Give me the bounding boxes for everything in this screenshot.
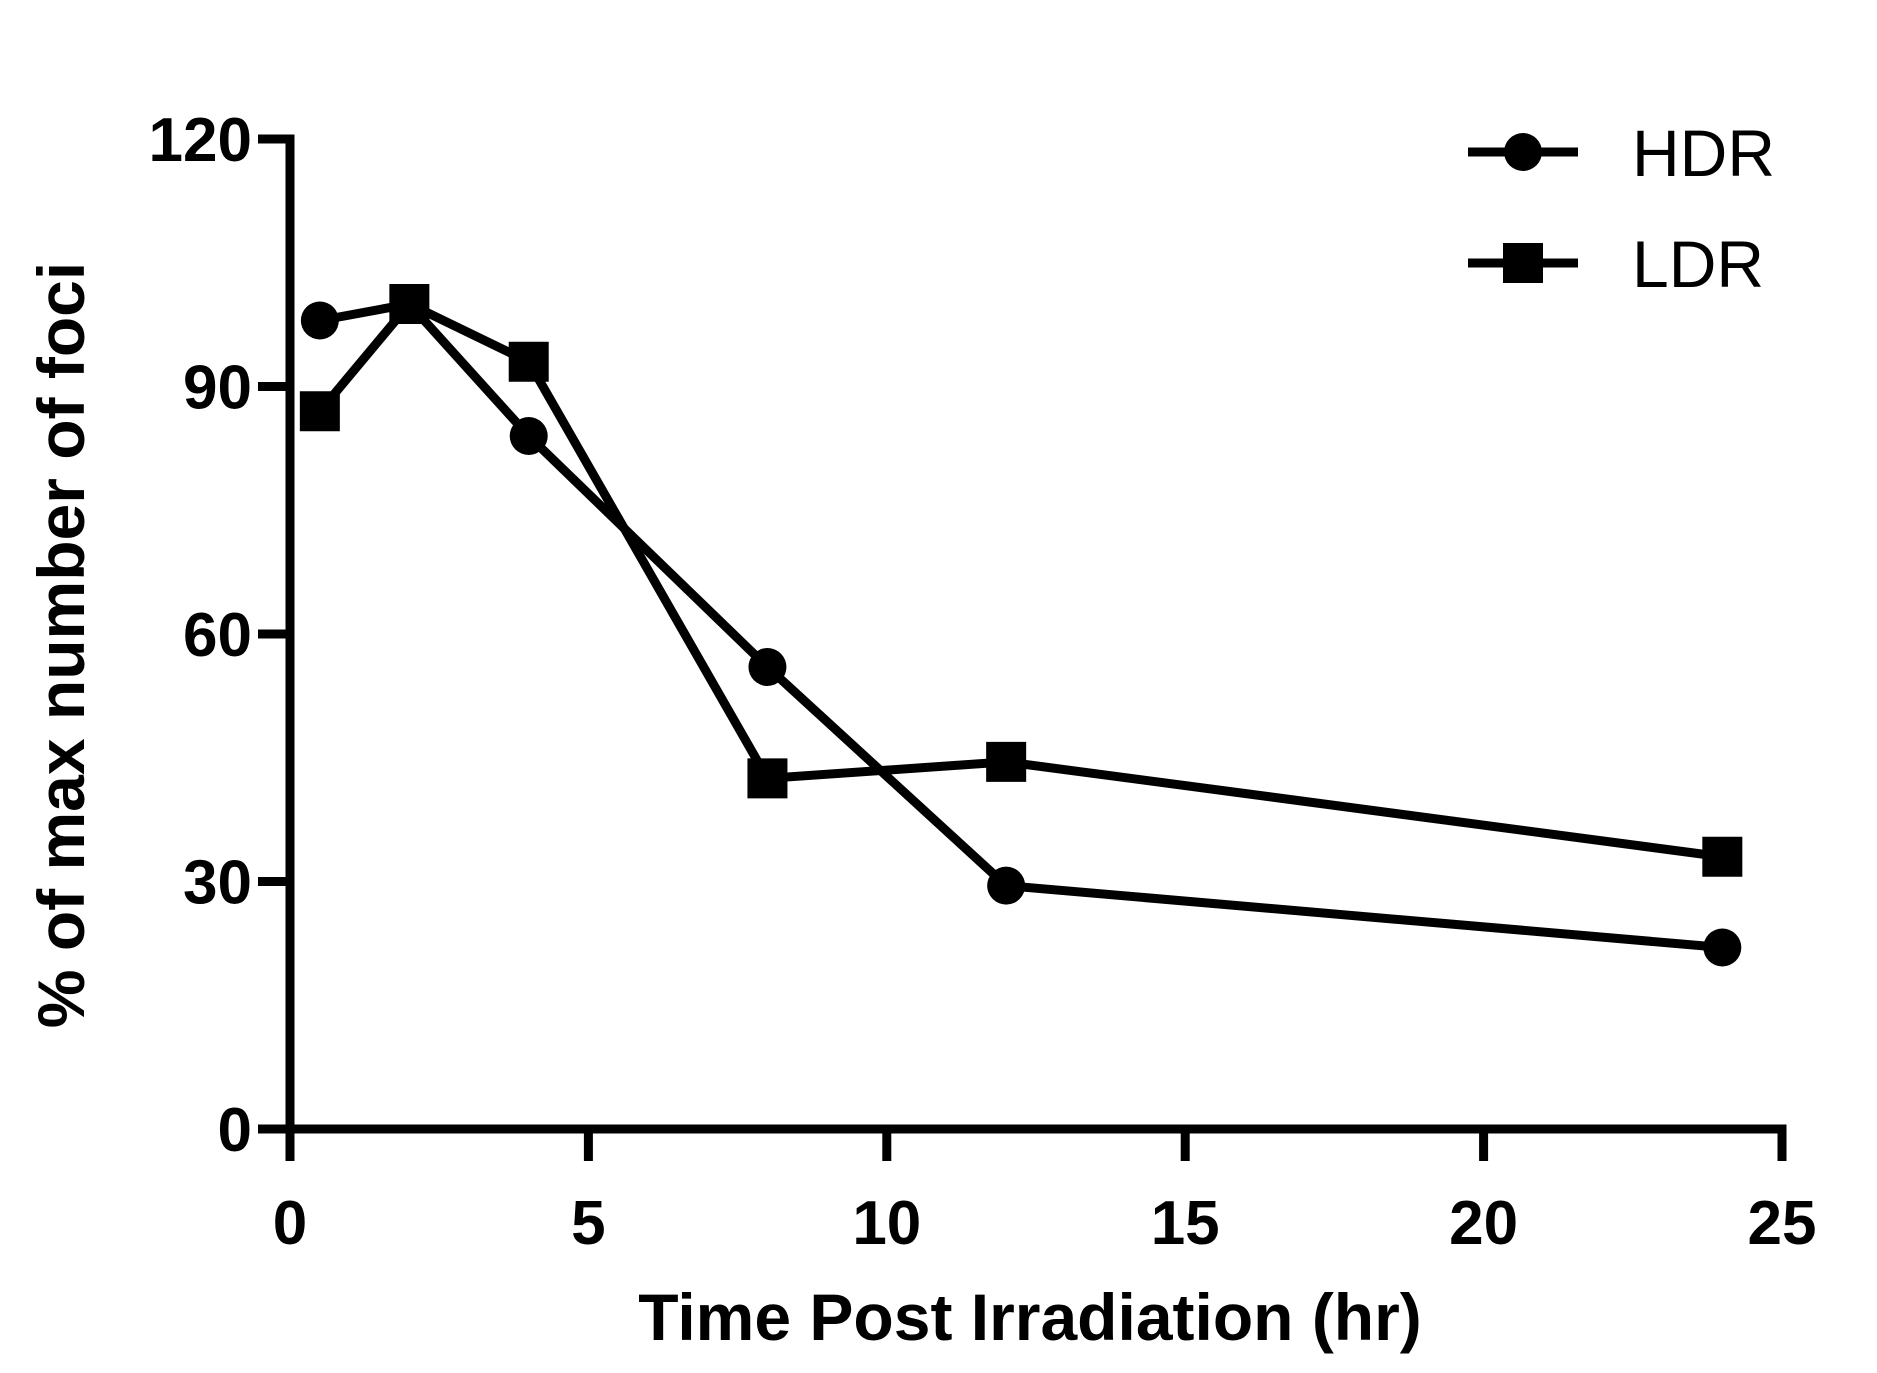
hdr-point	[748, 648, 787, 686]
x-tick-label: 15	[1151, 1189, 1220, 1258]
legend-label-ldr: LDR	[1632, 227, 1764, 301]
legend-marker-hdr	[1504, 133, 1542, 171]
legend: HDR LDR	[1468, 116, 1775, 301]
series-ldr	[299, 284, 1743, 877]
ldr-point	[747, 758, 788, 799]
x-tick-label: 20	[1449, 1189, 1518, 1258]
x-axis-title: Time Post Irradiation (hr)	[638, 1280, 1422, 1354]
hdr-point	[300, 301, 339, 340]
axes: 0 30 60 90 120 0 5 10 15 20 25	[149, 106, 1817, 1258]
y-tick-label: 90	[183, 354, 252, 423]
ldr-point	[508, 341, 549, 382]
legend-item-hdr: HDR	[1468, 116, 1775, 190]
series-layer	[299, 284, 1743, 967]
hdr-point	[987, 866, 1026, 905]
hdr-line	[319, 299, 1723, 952]
y-axis-title: % of max number of foci	[24, 262, 98, 1028]
ldr-point	[389, 284, 430, 324]
hdr-point	[509, 417, 548, 455]
hdr-point	[1703, 928, 1742, 967]
series-hdr	[300, 285, 1742, 967]
ldr-point	[1702, 836, 1743, 877]
y-ticks: 0 30 60 90 120	[149, 106, 290, 1165]
x-tick-label: 25	[1748, 1189, 1817, 1258]
ldr-point	[299, 391, 340, 432]
legend-item-ldr: LDR	[1468, 227, 1764, 301]
ldr-point	[986, 741, 1027, 782]
y-tick-label: 120	[149, 106, 252, 175]
x-ticks: 0 5 10 15 20 25	[273, 1129, 1817, 1258]
x-tick-label: 5	[571, 1189, 605, 1258]
y-tick-label: 30	[183, 849, 252, 918]
legend-label-hdr: HDR	[1632, 116, 1775, 190]
y-tick-label: 0	[218, 1096, 252, 1165]
x-tick-label: 10	[852, 1189, 921, 1258]
x-tick-label: 0	[273, 1189, 307, 1258]
y-tick-label: 60	[183, 601, 252, 670]
legend-marker-ldr	[1503, 243, 1543, 283]
